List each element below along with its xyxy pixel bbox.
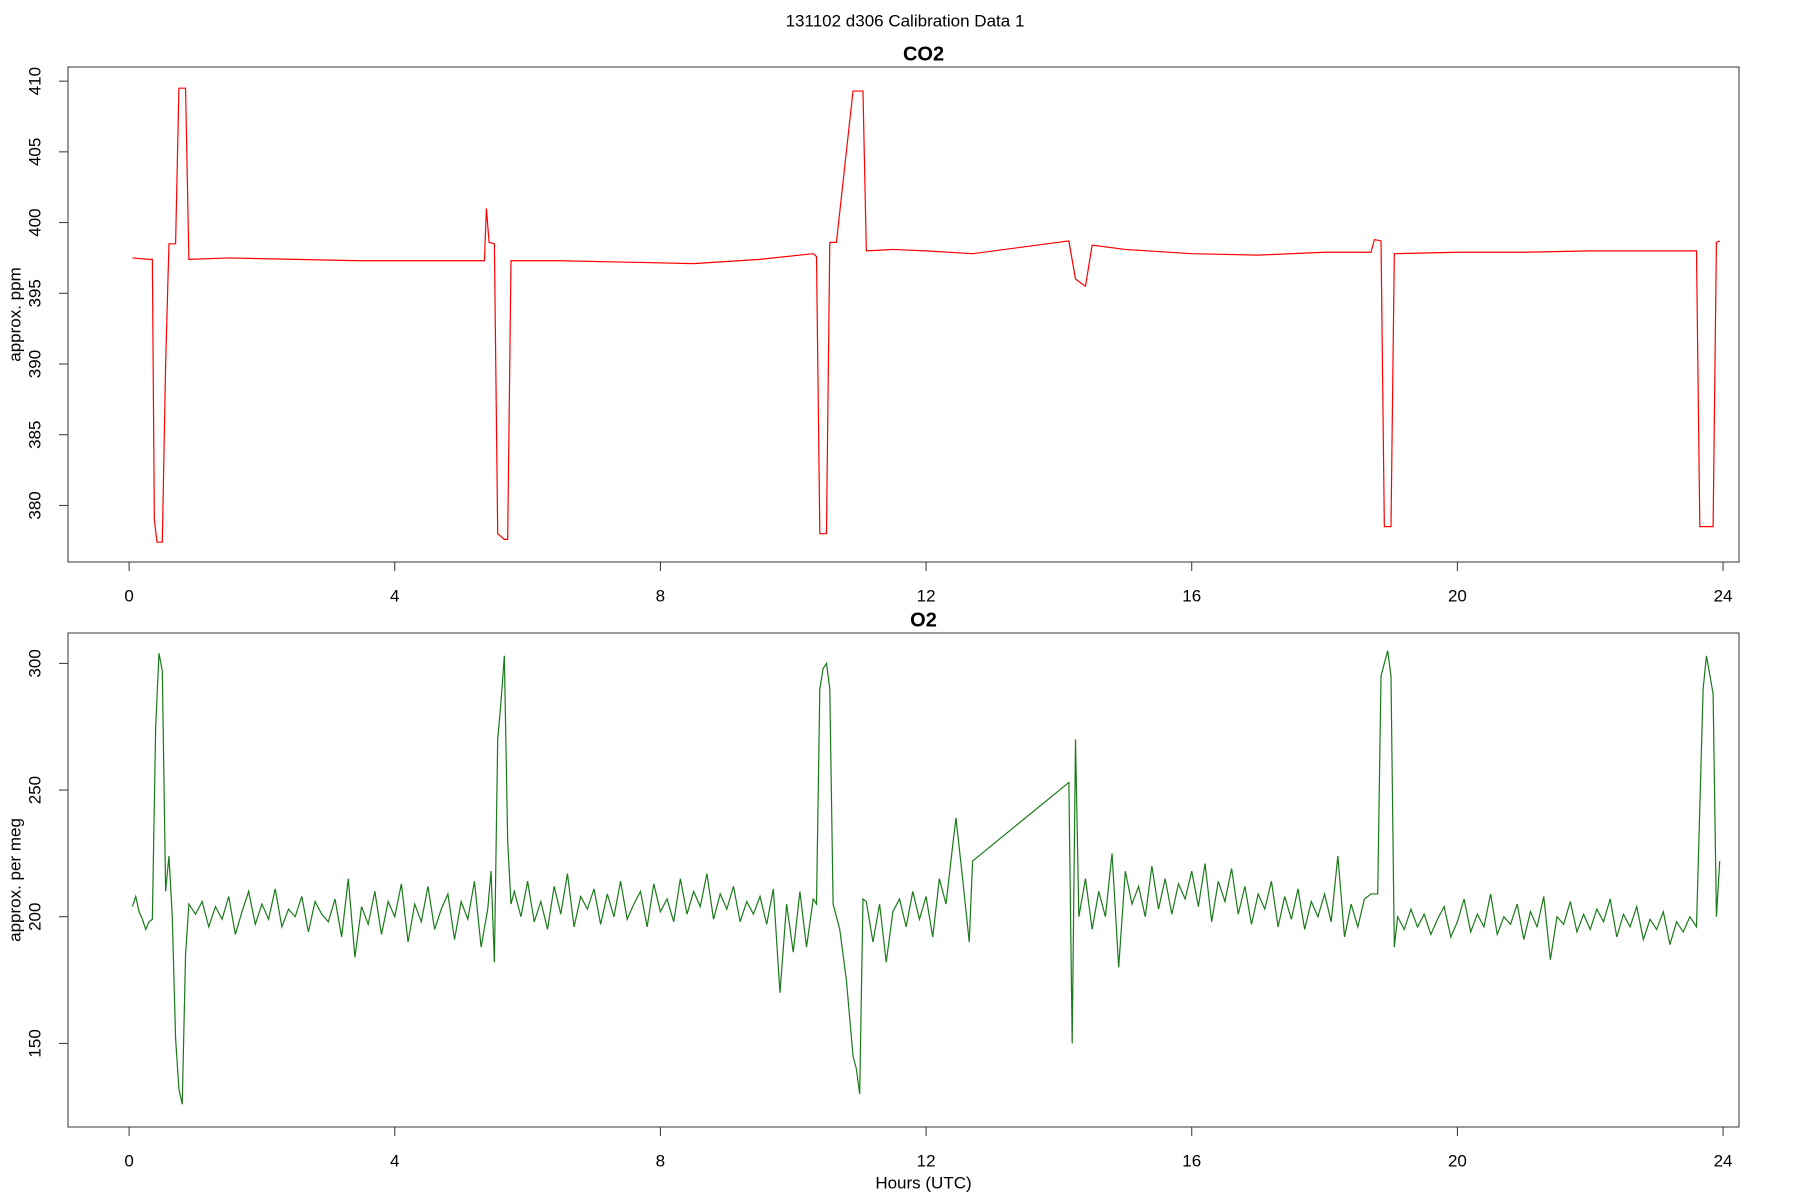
x-axis-label: Hours (UTC) bbox=[875, 1173, 971, 1192]
y-tick-label: 150 bbox=[25, 1029, 44, 1057]
x-tick-label: 20 bbox=[1448, 586, 1467, 605]
y-axis-label: approx. per meg bbox=[5, 818, 24, 942]
y-tick-label: 400 bbox=[25, 208, 44, 236]
plot-box bbox=[67, 632, 1740, 1128]
x-tick-label: 0 bbox=[124, 1151, 133, 1170]
x-tick-label: 16 bbox=[1182, 1151, 1201, 1170]
x-tick-label: 24 bbox=[1714, 586, 1733, 605]
data-line bbox=[132, 87, 1720, 543]
x-tick-label: 16 bbox=[1182, 586, 1201, 605]
x-tick-label: 12 bbox=[917, 586, 936, 605]
x-tick-label: 20 bbox=[1448, 1151, 1467, 1170]
plot-box bbox=[67, 66, 1740, 563]
y-tick-label: 250 bbox=[25, 776, 44, 804]
y-tick-label: 395 bbox=[25, 279, 44, 307]
x-tick-label: 8 bbox=[656, 1151, 665, 1170]
x-tick-label: 4 bbox=[390, 586, 399, 605]
chart-title: CO2 bbox=[903, 43, 944, 65]
y-axis-label: approx. ppm bbox=[5, 267, 24, 362]
y-tick-label: 380 bbox=[25, 491, 44, 519]
x-tick-label: 12 bbox=[917, 1151, 936, 1170]
figure-title: 131102 d306 Calibration Data 1 bbox=[786, 11, 1025, 30]
y-tick-label: 200 bbox=[25, 903, 44, 931]
data-line bbox=[131, 650, 1721, 1105]
x-tick-label: 8 bbox=[656, 586, 665, 605]
x-tick-label: 4 bbox=[390, 1151, 399, 1170]
y-tick-label: 410 bbox=[25, 67, 44, 95]
y-tick-label: 385 bbox=[25, 421, 44, 449]
x-tick-label: 0 bbox=[124, 586, 133, 605]
x-tick-label: 24 bbox=[1714, 1151, 1733, 1170]
y-tick-label: 300 bbox=[25, 649, 44, 677]
y-tick-label: 405 bbox=[25, 138, 44, 166]
chart-title: O2 bbox=[910, 609, 937, 631]
y-tick-label: 390 bbox=[25, 350, 44, 378]
